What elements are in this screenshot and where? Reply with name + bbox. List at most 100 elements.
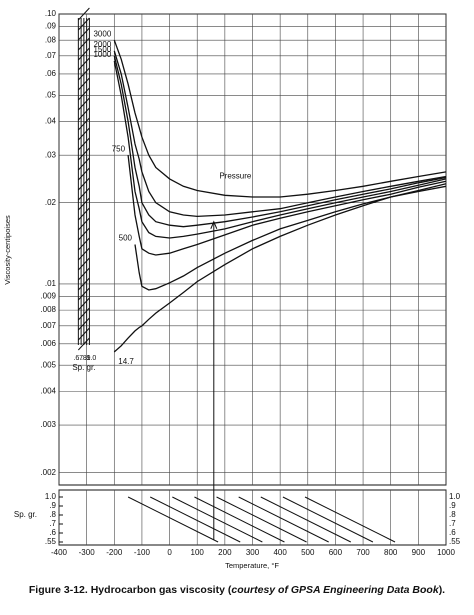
nomograph-hatch xyxy=(77,307,90,321)
viscosity-curve xyxy=(113,55,447,228)
y-tick-label: .05 xyxy=(45,90,57,99)
panel-diagonal xyxy=(304,496,396,543)
x-tick-label: 1000 xyxy=(437,548,455,557)
x-tick-label: -400 xyxy=(51,548,68,557)
nomograph-hatch xyxy=(77,7,90,21)
nomograph-hatch xyxy=(77,177,90,191)
x-tick-label: 400 xyxy=(273,548,287,557)
sp-gr-label-right: .8 xyxy=(449,510,456,519)
left-scale-label: .6 xyxy=(73,355,79,362)
nomograph-hatch xyxy=(77,87,90,101)
y-tick-label: .01 xyxy=(45,279,57,288)
nomograph-hatch xyxy=(77,77,90,91)
y-tick-label: .004 xyxy=(40,386,56,395)
x-tick-label: 500 xyxy=(301,548,315,557)
nomograph-hatch xyxy=(77,17,90,31)
curve-label: 14.7 xyxy=(118,357,134,366)
nomograph-hatch xyxy=(77,27,90,41)
y-tick-label: .02 xyxy=(45,198,57,207)
nomograph-hatch xyxy=(77,147,90,161)
left-scale-label: .8 xyxy=(81,355,87,362)
x-tick-label: -200 xyxy=(106,548,123,557)
nomograph-hatch xyxy=(77,137,90,151)
nomograph-hatch xyxy=(77,67,90,81)
nomograph-hatch xyxy=(77,57,90,71)
caption-main: Figure 3-12. Hydrocarbon gas viscosity ( xyxy=(29,584,232,596)
panel-diagonal xyxy=(260,496,352,543)
y-tick-label: .005 xyxy=(40,360,56,369)
y-tick-label: .03 xyxy=(45,150,57,159)
sp-gr-label-left: 1.0 xyxy=(45,492,57,501)
panel-diagonal xyxy=(149,496,241,543)
sp-gr-label-left: .6 xyxy=(49,528,56,537)
panel-diagonal xyxy=(216,496,307,543)
curve-label: 500 xyxy=(119,234,133,243)
panel-diagonal xyxy=(194,496,285,543)
nomograph-hatch xyxy=(77,267,90,281)
x-tick-label: -300 xyxy=(79,548,96,557)
nomograph-hatch xyxy=(77,257,90,271)
viscosity-curve xyxy=(127,155,447,256)
panel-diagonal xyxy=(282,496,374,543)
curve-label: 1000 xyxy=(93,50,111,59)
x-tick-label: 300 xyxy=(246,548,260,557)
x-tick-label: -100 xyxy=(134,548,151,557)
viscosity-curve xyxy=(113,39,447,198)
x-tick-label: 700 xyxy=(356,548,370,557)
nomograph-hatch xyxy=(77,97,90,111)
sp-gr-label-right: 1.0 xyxy=(449,492,461,501)
x-tick-label: 800 xyxy=(384,548,398,557)
nomograph-hatch xyxy=(77,207,90,221)
y-tick-label: .007 xyxy=(40,321,56,330)
caption-source: courtesy of GPSA Engineering Data Book xyxy=(231,584,439,596)
x-tick-label: 600 xyxy=(329,548,343,557)
sp-gr-label-left: .7 xyxy=(49,519,56,528)
nomograph-hatch xyxy=(77,237,90,251)
caption-end: ). xyxy=(439,584,445,596)
curve-label: 2000 xyxy=(93,40,111,49)
left-scale-label: .9 xyxy=(85,355,91,362)
nomograph-hatch xyxy=(77,247,90,261)
viscosity-curve xyxy=(134,183,447,291)
sp-gr-title: Sp. gr. xyxy=(14,510,37,519)
x-tick-label: 900 xyxy=(412,548,426,557)
left-scale-label: .7 xyxy=(77,355,83,362)
sp-gr-label-right: .55 xyxy=(449,537,461,546)
nomograph-hatch xyxy=(77,187,90,201)
x-axis-label: Temperature, °F xyxy=(225,561,279,570)
y-tick-label: .10 xyxy=(45,9,57,18)
curve-label: 750 xyxy=(112,144,126,153)
curve-label: 3000 xyxy=(93,29,111,38)
viscosity-curve xyxy=(113,60,447,239)
left-scale-label: 1.0 xyxy=(87,355,97,362)
viscosity-curve xyxy=(113,50,447,218)
panel-diagonal xyxy=(172,496,263,543)
nomograph-hatch xyxy=(77,287,90,301)
nomograph-hatch xyxy=(77,47,90,61)
pressure-annotation: Pressure xyxy=(219,172,252,181)
nomograph-hatch xyxy=(77,157,90,171)
y-tick-label: .06 xyxy=(45,69,57,78)
nomograph-hatch xyxy=(77,317,90,331)
y-tick-label: .008 xyxy=(40,305,56,314)
panel-diagonal xyxy=(127,496,219,543)
sp-gr-label-left: .9 xyxy=(49,501,56,510)
y-tick-label: .09 xyxy=(45,21,57,30)
y-tick-label: .009 xyxy=(40,291,56,300)
left-scale-title: Sp. gr. xyxy=(72,363,95,372)
nomograph-hatch xyxy=(77,217,90,231)
nomograph-hatch xyxy=(77,107,90,121)
y-tick-label: .04 xyxy=(45,117,57,126)
nomograph-hatch xyxy=(77,127,90,141)
sp-gr-label-right: .9 xyxy=(449,501,456,510)
nomograph-hatch xyxy=(77,327,90,341)
y-axis-label: Viscosity-centipoises xyxy=(3,215,12,285)
arrow-head xyxy=(210,220,218,229)
nomograph-hatch xyxy=(77,227,90,241)
x-tick-label: 200 xyxy=(218,548,232,557)
nomograph-hatch xyxy=(77,197,90,211)
x-tick-label: 100 xyxy=(191,548,205,557)
y-tick-label: .003 xyxy=(40,420,56,429)
nomograph-hatch xyxy=(77,337,90,351)
